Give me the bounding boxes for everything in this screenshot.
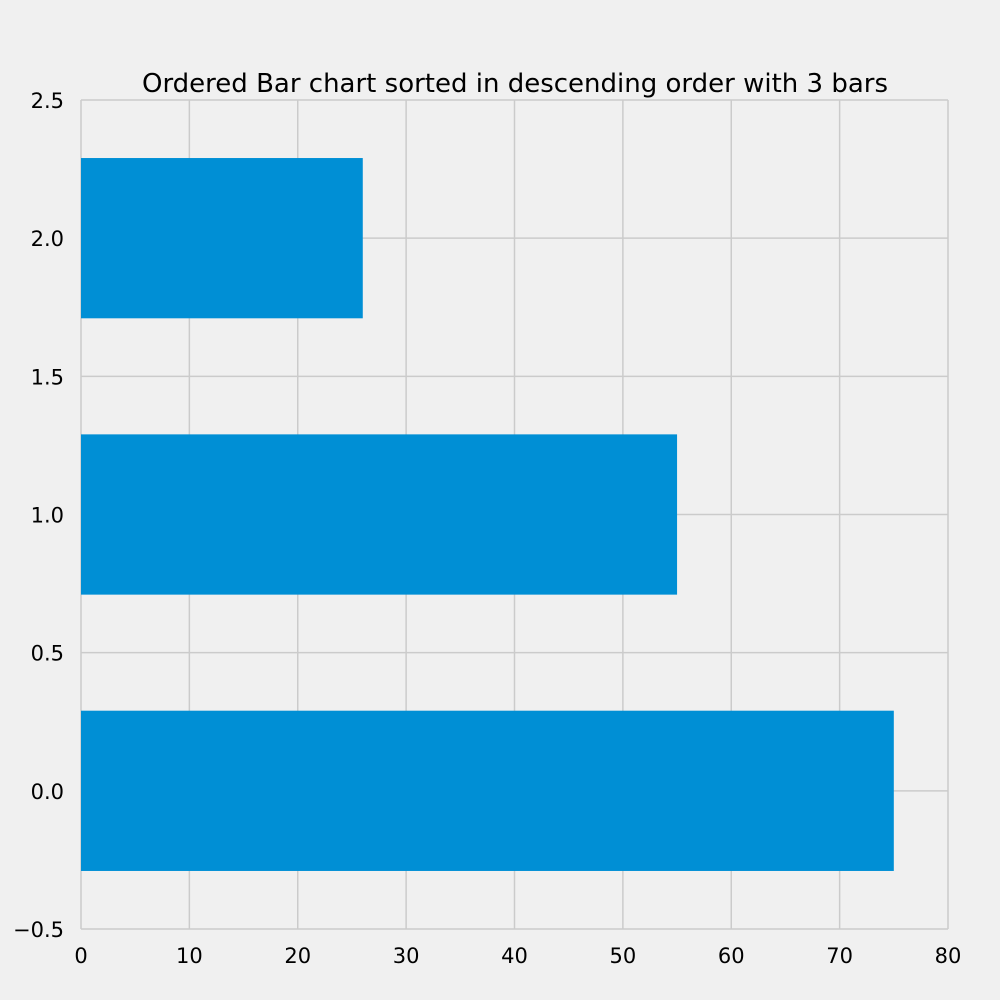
y-tick-label: 0.5: [31, 642, 64, 666]
x-tick-label: 60: [718, 944, 745, 968]
bar-2: [81, 158, 363, 319]
x-axis-tick-labels: 0 10 20 30 40 50 60 70 80: [74, 944, 961, 968]
y-tick-label: 1.5: [31, 365, 64, 389]
x-tick-label: 0: [74, 944, 87, 968]
y-tick-label: 2.0: [31, 227, 64, 251]
bar-0: [81, 710, 894, 871]
x-tick-label: 10: [176, 944, 203, 968]
y-axis-tick-labels: −0.5 0.0 0.5 1.0 1.5 2.0 2.5: [13, 89, 64, 942]
y-tick-label: 2.5: [31, 89, 64, 113]
bars: [81, 158, 894, 871]
chart-title: Ordered Bar chart sorted in descending o…: [142, 69, 888, 99]
y-tick-label: 1.0: [31, 504, 64, 528]
x-tick-label: 50: [610, 944, 637, 968]
x-tick-label: 70: [826, 944, 853, 968]
x-tick-label: 30: [393, 944, 420, 968]
x-tick-label: 20: [284, 944, 311, 968]
y-tick-label: −0.5: [13, 918, 64, 942]
x-tick-label: 40: [501, 944, 528, 968]
y-tick-label: 0.0: [31, 780, 64, 804]
bar-1: [81, 434, 678, 595]
x-tick-label: 80: [935, 944, 962, 968]
